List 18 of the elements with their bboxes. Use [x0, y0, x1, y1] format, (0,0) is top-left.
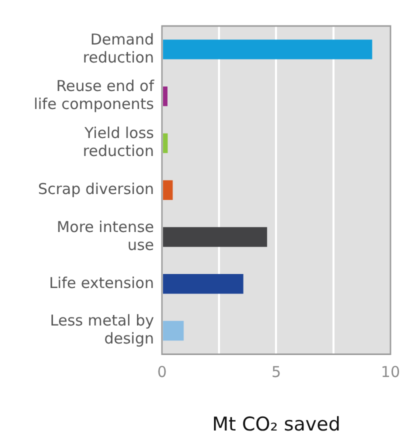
- x-tick-label: 10: [380, 363, 400, 382]
- y-tick-label: Yield loss reduction: [82, 124, 154, 160]
- x-axis-title: Mt CO₂ saved: [212, 414, 340, 436]
- bar: [163, 86, 168, 106]
- bar: [163, 180, 173, 200]
- y-tick-label: Life extension: [49, 274, 154, 292]
- y-tick-label: Less metal by design: [50, 312, 154, 348]
- x-tick-label: 5: [271, 363, 281, 382]
- y-tick-label: More intense use: [56, 218, 154, 254]
- x-tick-label: 0: [157, 363, 167, 382]
- bar: [163, 320, 184, 341]
- y-tick-label: Demand reduction: [82, 30, 154, 66]
- bar: [163, 133, 168, 154]
- y-tick-label: Scrap diversion: [38, 180, 154, 198]
- bar: [163, 227, 268, 247]
- bar: [163, 40, 372, 60]
- y-tick-label: Reuse end of life components: [34, 77, 155, 114]
- bar: [163, 274, 244, 294]
